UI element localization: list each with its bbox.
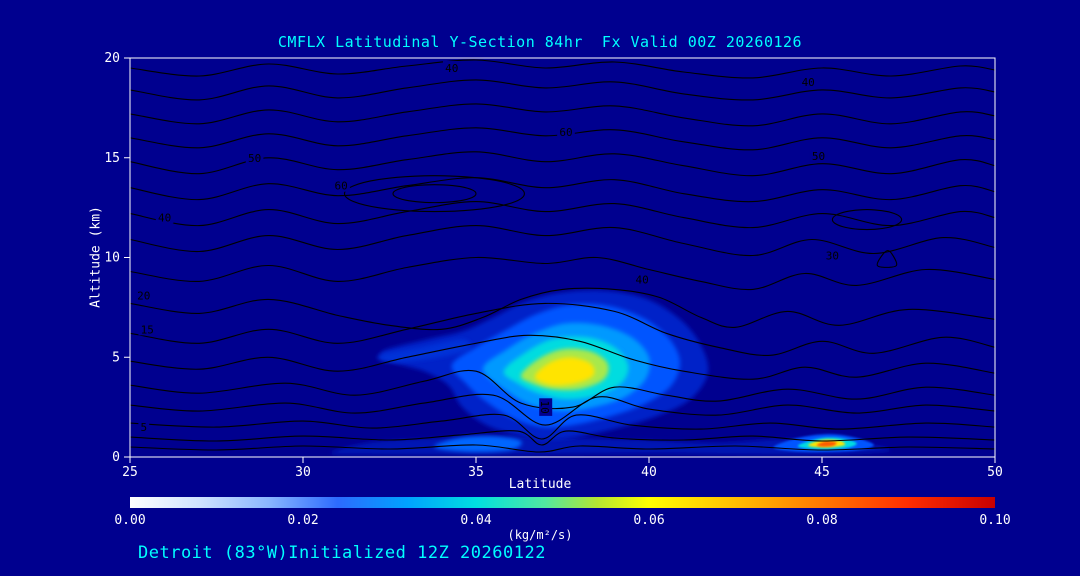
svg-text:40: 40	[635, 273, 648, 286]
colorbar: 0.00 0.02 0.04 0.06 0.08 0.10	[114, 497, 1011, 528]
svg-text:50: 50	[812, 150, 825, 163]
svg-text:30: 30	[295, 465, 311, 480]
svg-text:60: 60	[334, 180, 347, 193]
contour-lines	[130, 59, 995, 453]
station-info: Detroit (83°W)Initialized 12Z 20260122	[138, 543, 546, 563]
svg-text:0.00: 0.00	[114, 513, 145, 528]
svg-text:0: 0	[112, 450, 120, 465]
svg-text:60: 60	[559, 126, 572, 139]
svg-text:0.10: 0.10	[979, 513, 1010, 528]
svg-text:10: 10	[538, 400, 551, 413]
svg-text:5: 5	[140, 421, 147, 434]
tick-labels: 25 30 35 40 45 50 0 5 10 15 20	[104, 51, 1002, 480]
svg-text:15: 15	[104, 151, 120, 166]
svg-text:0.08: 0.08	[806, 513, 837, 528]
svg-text:0.06: 0.06	[633, 513, 664, 528]
x-axis-label: Latitude	[508, 477, 572, 492]
axes	[124, 57, 996, 463]
svg-text:10: 10	[104, 251, 120, 266]
svg-text:20: 20	[137, 289, 150, 302]
svg-text:20: 20	[104, 51, 120, 66]
svg-text:40: 40	[641, 465, 657, 480]
svg-text:0.02: 0.02	[287, 513, 318, 528]
svg-text:40: 40	[445, 62, 458, 75]
plot-title: CMFLX Latitudinal Y-Section 84hr Fx Vali…	[277, 33, 803, 51]
svg-text:45: 45	[814, 465, 830, 480]
svg-text:0.04: 0.04	[460, 513, 491, 528]
svg-text:35: 35	[468, 465, 484, 480]
svg-text:30: 30	[826, 250, 839, 263]
svg-text:40: 40	[158, 212, 171, 225]
colorbar-units: (kg/m²/s)	[507, 528, 573, 542]
svg-text:50: 50	[248, 152, 261, 165]
svg-text:15: 15	[141, 323, 154, 336]
svg-text:40: 40	[802, 76, 815, 89]
contour-labels: 40 50 60 40 60 50 40 40 30 10 20 15 5	[135, 61, 842, 434]
svg-text:25: 25	[122, 465, 138, 480]
shaded-flux-regions	[330, 290, 891, 455]
svg-text:50: 50	[987, 465, 1003, 480]
svg-text:5: 5	[112, 350, 120, 365]
